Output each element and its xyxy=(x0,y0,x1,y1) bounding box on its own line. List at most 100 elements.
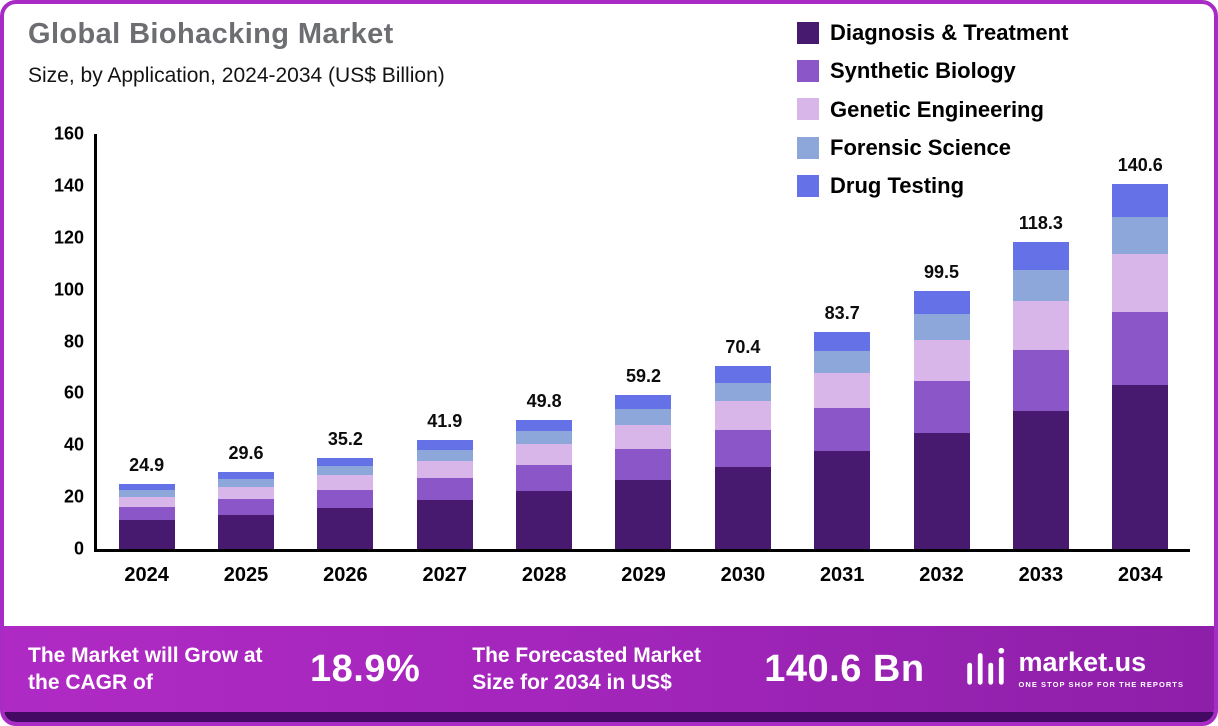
bar-segment-diagnosis-treatment xyxy=(218,514,275,549)
bar-segment-synthetic-biology xyxy=(814,407,871,452)
x-axis-label: 2032 xyxy=(919,564,964,586)
bar-group-2033: 118.3 2033 xyxy=(991,134,1090,586)
bar-segment-drug-testing xyxy=(516,419,573,432)
bar-segment-genetic-engineering xyxy=(814,373,871,408)
legend-label: Synthetic Biology xyxy=(830,58,1016,84)
stacked-bar xyxy=(615,134,672,549)
brand-logo: market.us ONE STOP SHOP FOR THE REPORTS xyxy=(962,644,1190,695)
bar-segment-synthetic-biology xyxy=(317,489,374,509)
stacked-bar xyxy=(714,134,771,549)
legend-swatch-icon xyxy=(797,21,819,44)
legend-swatch-icon xyxy=(797,59,819,82)
bar-segment-forensic-science xyxy=(416,449,473,461)
bars-container: 24.9 2024 29.6 2025 35.2 2026 41.9 2027 49.8 2028… xyxy=(97,134,1190,586)
forecast-value: 140.6 Bn xyxy=(764,647,925,690)
x-axis-label: 2034 xyxy=(1118,564,1163,586)
legend-swatch-icon xyxy=(797,98,819,121)
x-axis-label: 2028 xyxy=(521,564,567,586)
bar-segment-genetic-engineering xyxy=(1012,300,1069,350)
bar-total-label: 70.4 xyxy=(725,337,761,358)
bar-group-2025: 29.6 2025 xyxy=(196,134,295,586)
x-axis-label: 2024 xyxy=(124,564,169,586)
bar-segment-synthetic-biology xyxy=(913,381,970,433)
bar-segment-drug-testing xyxy=(1112,184,1169,218)
chart-subtitle: Size, by Application, 2024-2034 (US$ Bil… xyxy=(28,64,445,87)
bar-segment-drug-testing xyxy=(814,331,871,352)
x-axis-label: 2025 xyxy=(223,564,269,586)
legend-item-drug-testing: Drug Testing xyxy=(797,173,1068,198)
bar-segment-drug-testing xyxy=(218,472,275,480)
bar-total-label: 29.6 xyxy=(228,443,264,464)
bar-group-2034: 140.6 2034 xyxy=(1091,134,1190,586)
bar-group-2030: 70.4 2030 xyxy=(693,134,792,586)
bar-segment-genetic-engineering xyxy=(516,444,573,465)
x-axis-label: 2029 xyxy=(621,564,666,586)
legend-item-diagnosis-treatment: Diagnosis & Treatment xyxy=(797,20,1068,45)
bar-segment-synthetic-biology xyxy=(218,499,275,515)
stacked-bar xyxy=(118,134,175,549)
legend-label: Drug Testing xyxy=(830,173,965,199)
bar-segment-diagnosis-treatment xyxy=(317,508,374,549)
bar-segment-genetic-engineering xyxy=(218,487,275,500)
bar-segment-diagnosis-treatment xyxy=(814,451,871,549)
brand-name: market.us xyxy=(1018,647,1147,677)
bar-segment-synthetic-biology xyxy=(416,478,473,500)
bar-segment-forensic-science xyxy=(118,490,175,497)
bar-segment-diagnosis-treatment xyxy=(714,466,771,549)
x-axis-label: 2030 xyxy=(720,564,766,586)
forecast-label: The Forecasted Market Size for 2034 in U… xyxy=(472,643,701,694)
x-axis-label: 2031 xyxy=(819,564,865,586)
page-title: Global Biohacking Market xyxy=(28,18,394,50)
legend-item-genetic-engineering: Genetic Engineering xyxy=(797,97,1068,122)
bar-segment-forensic-science xyxy=(1012,269,1069,301)
bar-segment-forensic-science xyxy=(913,314,970,340)
y-axis-tick-label: 20 xyxy=(63,486,84,507)
bar-segment-forensic-science xyxy=(516,431,573,445)
footer-banner: The Market will Grow at the CAGR of 18.9… xyxy=(4,626,1214,712)
bar-segment-genetic-engineering xyxy=(615,424,672,450)
bar-group-2027: 41.9 2027 xyxy=(395,134,494,586)
bar-total-label: 83.7 xyxy=(824,302,860,323)
bar-segment-forensic-science xyxy=(714,382,771,401)
bar-total-label: 59.2 xyxy=(625,366,661,387)
bar-segment-drug-testing xyxy=(714,366,771,383)
bar-group-2031: 83.7 2031 xyxy=(793,134,892,586)
bar-total-label: 118.3 xyxy=(1018,213,1063,234)
bar-total-label: 99.5 xyxy=(924,261,960,282)
bar-segment-synthetic-biology xyxy=(1012,349,1069,412)
cagr-value: 18.9% xyxy=(310,647,421,690)
y-axis-tick-label: 0 xyxy=(73,538,84,559)
bar-group-2024: 24.9 2024 xyxy=(97,134,196,586)
bar-segment-genetic-engineering xyxy=(913,339,970,382)
x-axis-label: 2027 xyxy=(422,564,468,586)
bar-segment-synthetic-biology xyxy=(1112,311,1169,385)
bar-segment-diagnosis-treatment xyxy=(913,432,970,549)
legend-swatch-icon xyxy=(797,174,819,197)
bar-segment-genetic-engineering xyxy=(317,475,374,490)
bar-segment-diagnosis-treatment xyxy=(1012,411,1069,549)
bar-group-2032: 99.5 2032 xyxy=(892,134,991,586)
bar-segment-synthetic-biology xyxy=(714,430,771,467)
brand-tagline: ONE STOP SHOP FOR THE REPORTS xyxy=(1018,680,1184,689)
legend-label: Diagnosis & Treatment xyxy=(830,20,1069,45)
bar-segment-drug-testing xyxy=(118,484,175,491)
stacked-bar xyxy=(913,134,970,549)
stacked-bar xyxy=(516,134,573,549)
legend: Diagnosis & Treatment Synthetic Biology Ge… xyxy=(797,20,1068,198)
bar-segment-synthetic-biology xyxy=(615,449,672,481)
y-axis-tick-label: 120 xyxy=(53,227,84,248)
bar-segment-genetic-engineering xyxy=(416,460,473,479)
legend-label: Forensic Science xyxy=(830,134,1011,160)
bar-group-2028: 49.8 2028 xyxy=(494,134,593,586)
bar-segment-forensic-science xyxy=(814,351,871,374)
bar-total-label: 140.6 xyxy=(1117,155,1163,176)
bar-segment-genetic-engineering xyxy=(118,496,175,507)
stacked-bar xyxy=(416,134,473,549)
bar-segment-forensic-science xyxy=(317,466,374,476)
brand-text: market.us ONE STOP SHOP FOR THE REPORTS xyxy=(1018,647,1184,690)
chart-plot-area: 24.9 2024 29.6 2025 35.2 2026 41.9 2027 49.8 2028… xyxy=(54,124,1190,586)
bar-segment-diagnosis-treatment xyxy=(118,519,175,549)
bar-segment-drug-testing xyxy=(317,457,374,467)
bar-segment-diagnosis-treatment xyxy=(416,499,473,549)
